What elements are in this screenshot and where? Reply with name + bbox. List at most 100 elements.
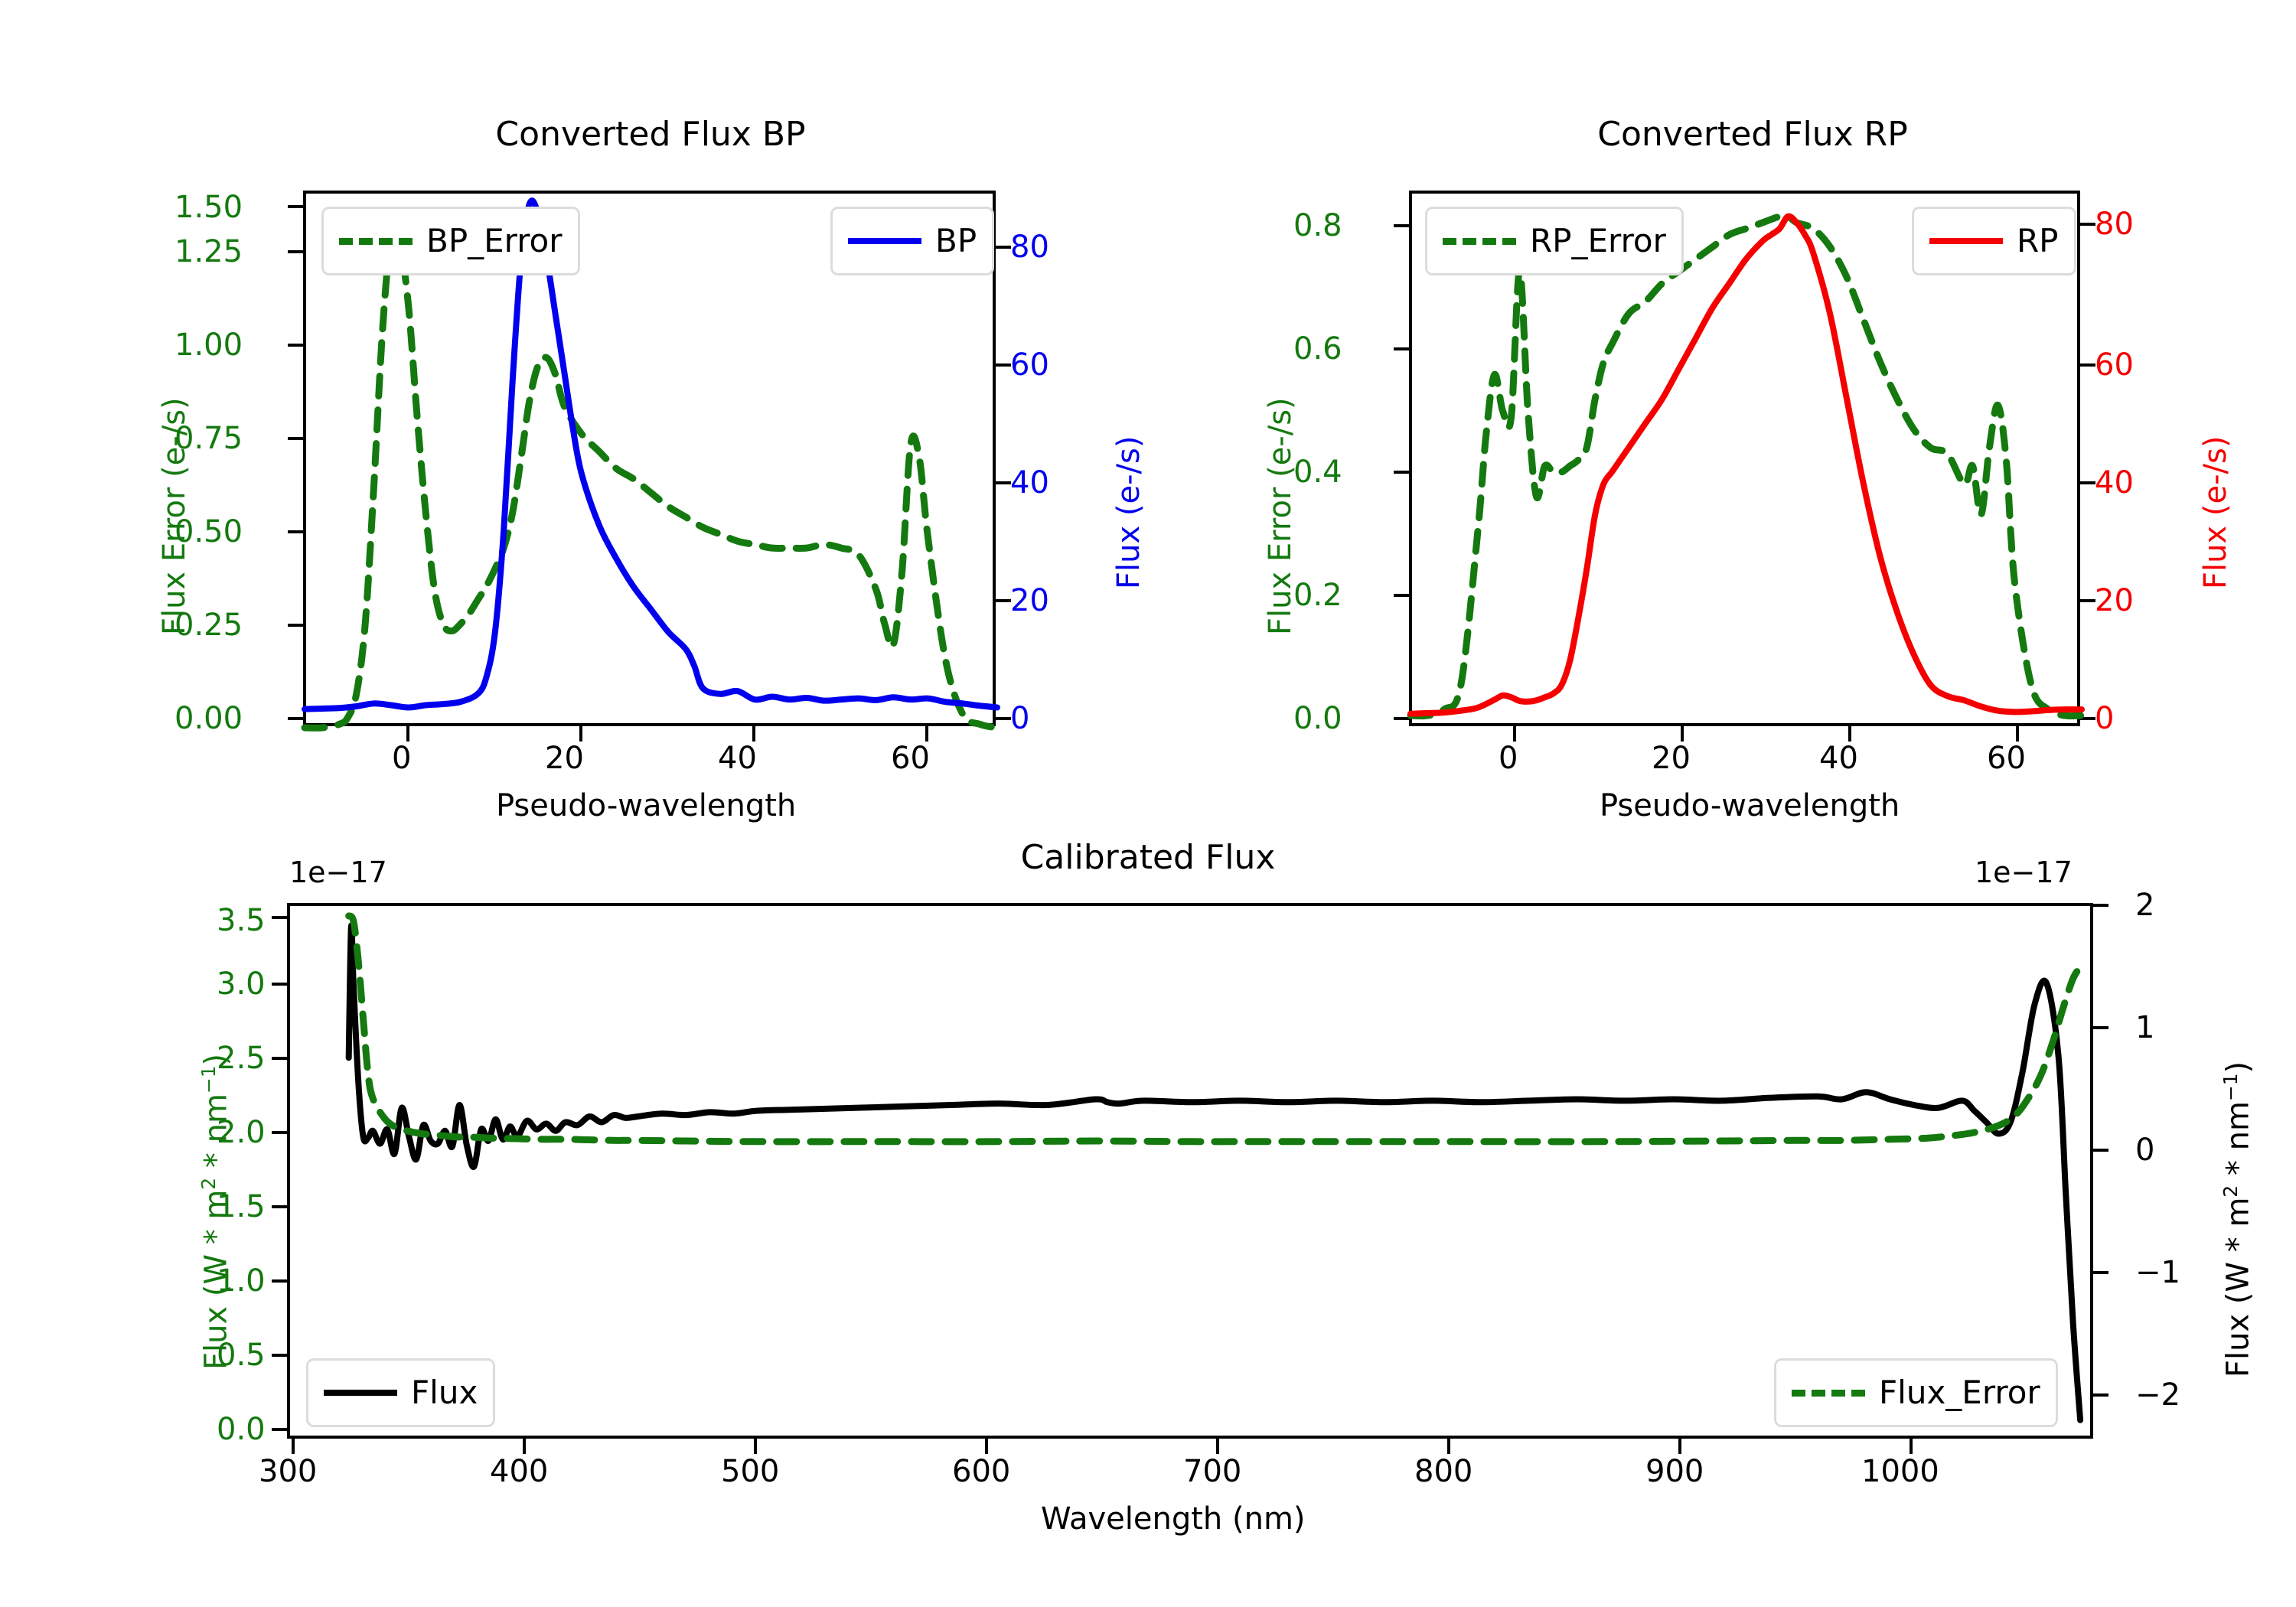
rp-xtick-0: 0 <box>1499 741 1518 776</box>
rp-ytick-right-1: 20 <box>2095 583 2134 618</box>
cal-xtickmark <box>1216 1439 1219 1454</box>
cal-plot-area <box>287 903 2093 1439</box>
rp-ylabel-left: Flux Error (e-/s) <box>1263 397 1298 635</box>
cal-ytickmark-left <box>272 1428 287 1431</box>
cal-xlabel: Wavelength (nm) <box>1041 1501 1306 1537</box>
cal-ytickmark-right <box>2093 1149 2108 1152</box>
rp-legend-error-label: RP_Error <box>1530 222 1666 259</box>
cal-xtick-0: 300 <box>259 1454 318 1489</box>
rp-xtickmark <box>2016 726 2019 742</box>
cal-ytick-left-0: 0.0 <box>217 1412 266 1447</box>
cal-xtickmark <box>1447 1439 1450 1454</box>
rp-legend-flux[interactable]: RP <box>1912 207 2076 275</box>
cal-xtick-6: 900 <box>1645 1454 1704 1489</box>
cal-ylabel-right: Flux (W * m2 * nm−1) <box>2219 1061 2256 1377</box>
bp-ytickmark-left <box>288 205 303 208</box>
rp-legend-error[interactable]: RP_Error <box>1425 207 1684 275</box>
cal-ytickmark-right <box>2093 904 2108 907</box>
bp-ytickmark-right <box>996 246 1011 249</box>
rp-ytickmark-right <box>2080 599 2095 602</box>
cal-ytick-right-4: 2 <box>2135 888 2155 923</box>
cal-error-line-swatch <box>1792 1389 1865 1397</box>
bp-ylabel-right: Flux (e-/s) <box>1111 435 1146 589</box>
cal-xtickmark <box>754 1439 757 1454</box>
bp-ytickmark-left <box>288 624 303 627</box>
cal-xtick-7: 1000 <box>1861 1454 1939 1489</box>
bp-ytickmark-left <box>288 344 303 347</box>
cal-ytickmark-right <box>2093 1026 2108 1029</box>
series-rp <box>1407 213 2085 717</box>
cal-xtickmark <box>292 1439 295 1454</box>
bp-error-line-swatch <box>339 237 413 245</box>
bp-ytickmark-left <box>288 717 303 720</box>
bp-xtickmark <box>406 726 409 742</box>
series-flux <box>345 922 2084 1423</box>
rp-ytickmark-right <box>2080 363 2095 367</box>
rp-ytickmark-left <box>1394 717 1409 720</box>
cal-ytick-left-3: 1.5 <box>217 1189 266 1224</box>
rp-ytick-right-3: 60 <box>2095 347 2134 383</box>
cal-legend-error[interactable]: Flux_Error <box>1774 1358 2058 1427</box>
rp-series-canvas <box>1407 212 2086 720</box>
bp-ytick-right-3: 60 <box>1010 347 1049 383</box>
rp-ytick-right-2: 40 <box>2095 465 2134 500</box>
bp-ytick-left-3: 0.75 <box>174 421 243 456</box>
rp-legend-flux-label: RP <box>2017 222 2059 259</box>
cal-panel-title: Calibrated Flux <box>1020 838 1276 877</box>
bp-ytickmark-left <box>288 250 303 253</box>
rp-ytickmark-left <box>1394 471 1409 474</box>
series-rp_error <box>1407 212 2086 720</box>
rp-ytickmark-right <box>2080 223 2095 226</box>
bp-legend-error[interactable]: BP_Error <box>321 207 580 275</box>
rp-ytick-right-4: 80 <box>2095 207 2134 242</box>
bp-ytick-right-0: 0 <box>1010 701 1030 736</box>
bp-legend-flux-label: BP <box>935 222 977 259</box>
cal-xtick-1: 400 <box>490 1454 549 1489</box>
bp-flux-line-swatch <box>848 238 921 244</box>
bp-ytickmark-left <box>288 437 303 440</box>
rp-ytick-left-3: 0.6 <box>1293 331 1342 367</box>
cal-ytickmark-left <box>272 916 287 919</box>
cal-ytick-left-4: 2.0 <box>217 1115 266 1150</box>
rp-flux-line-swatch <box>1929 238 2003 244</box>
cal-xtick-2: 500 <box>721 1454 780 1489</box>
rp-plot-area <box>1409 191 2080 726</box>
rp-xtick-3: 60 <box>1987 741 2026 776</box>
rp-ytickmark-left <box>1394 347 1409 350</box>
bp-ytick-right-4: 80 <box>1010 230 1049 265</box>
cal-ytick-left-2: 1.0 <box>217 1263 266 1299</box>
cal-legend-flux[interactable]: Flux <box>306 1358 496 1427</box>
cal-xtickmark <box>523 1439 526 1454</box>
rp-error-line-swatch <box>1443 237 1516 245</box>
rp-xtick-2: 40 <box>1819 741 1858 776</box>
rp-ytickmark-right <box>2080 717 2095 720</box>
bp-ytick-left-0: 0.00 <box>174 701 243 736</box>
rp-ytick-left-2: 0.4 <box>1293 455 1342 490</box>
cal-ytickmark-left <box>272 1205 287 1208</box>
cal-xtickmark <box>1678 1439 1681 1454</box>
cal-ytick-left-7: 3.5 <box>217 903 266 938</box>
rp-xtick-1: 20 <box>1652 741 1691 776</box>
cal-ytick-right-2: 0 <box>2135 1133 2155 1168</box>
cal-ytickmark-right <box>2093 1393 2108 1397</box>
bp-xtick-1: 20 <box>545 741 584 776</box>
bp-xtickmark <box>579 726 582 742</box>
bp-legend-error-label: BP_Error <box>426 222 563 259</box>
cal-ytick-right-1: −1 <box>2135 1255 2180 1290</box>
cal-series-canvas <box>345 912 2084 1423</box>
bp-ytickmark-right <box>996 717 1011 720</box>
bp-ytickmark-right <box>996 481 1011 484</box>
cal-offset-right: 1e−17 <box>1975 856 2073 889</box>
bp-plot-area <box>303 191 996 726</box>
bp-xtick-2: 40 <box>718 741 757 776</box>
bp-ytick-right-2: 40 <box>1010 465 1049 500</box>
cal-ytickmark-left <box>272 1354 287 1357</box>
bp-xtickmark <box>752 726 755 742</box>
cal-xtickmark <box>1910 1439 1913 1454</box>
cal-ytick-left-1: 0.5 <box>217 1338 266 1373</box>
bp-xlabel: Pseudo-wavelength <box>496 788 797 823</box>
rp-panel-title: Converted Flux RP <box>1597 115 1908 154</box>
bp-legend-flux[interactable]: BP <box>830 207 995 275</box>
cal-offset-left: 1e−17 <box>289 856 387 889</box>
